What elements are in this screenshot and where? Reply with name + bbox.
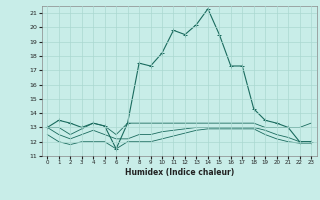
X-axis label: Humidex (Indice chaleur): Humidex (Indice chaleur): [124, 168, 234, 177]
